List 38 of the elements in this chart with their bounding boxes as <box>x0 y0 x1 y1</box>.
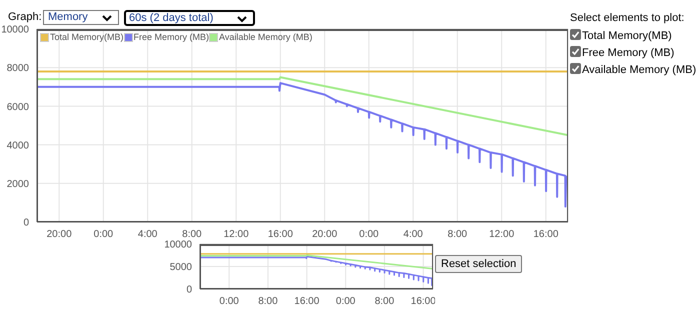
x-tick-label: 8:00 <box>182 229 202 240</box>
text: Available Memory (MB) <box>582 64 696 76</box>
y-tick-label: 0 <box>23 218 30 229</box>
y-tick-label: 4000 <box>6 140 30 152</box>
x-tick-label: 12:00 <box>489 229 515 240</box>
y-tick-label: 10000 <box>1 24 30 36</box>
y-tick-label: 5000 <box>170 262 192 274</box>
x-tick-label: 20:00 <box>312 229 338 240</box>
x-tick-label: 0:00 <box>94 229 114 240</box>
text: 60s (2 days total) <box>129 12 214 24</box>
x-tick-label: 0:00 <box>336 296 356 308</box>
x-tick-label: 12:00 <box>224 229 250 240</box>
x-tick-label: 4:00 <box>138 229 158 240</box>
x-tick-label: 0:00 <box>359 229 380 240</box>
text: Reset selection <box>435 255 522 273</box>
y-tick-label: 8000 <box>6 63 30 74</box>
x-tick-label: 16:00 <box>268 229 294 240</box>
x-tick-label: 16:00 <box>533 229 559 240</box>
legend-label: Free Memory (MB) <box>134 32 210 43</box>
x-tick-label: 8:00 <box>448 229 468 240</box>
x-tick-label: 8:00 <box>374 296 395 308</box>
x-tick-label: 16:00 <box>294 296 320 308</box>
y-tick-label: 0 <box>186 284 192 296</box>
x-tick-label: 0:00 <box>219 296 240 308</box>
y-tick-label: 10000 <box>164 240 192 251</box>
x-tick-label: 16:00 <box>410 296 436 308</box>
x-tick-label: 4:00 <box>403 229 424 240</box>
y-tick-label: 2000 <box>6 178 30 190</box>
text: Memory <box>48 11 88 23</box>
text: Free Memory (MB) <box>582 47 674 59</box>
legend-label: Total Memory(MB) <box>50 32 124 43</box>
text: Total Memory(MB) <box>582 30 672 42</box>
text: Graph: <box>8 11 42 23</box>
y-tick-label: 6000 <box>6 102 30 113</box>
x-tick-label: 8:00 <box>258 296 278 308</box>
text: Select elements to plot: <box>570 12 684 24</box>
x-tick-label: 20:00 <box>46 229 72 240</box>
legend-label: Available Memory (MB) <box>219 32 312 43</box>
